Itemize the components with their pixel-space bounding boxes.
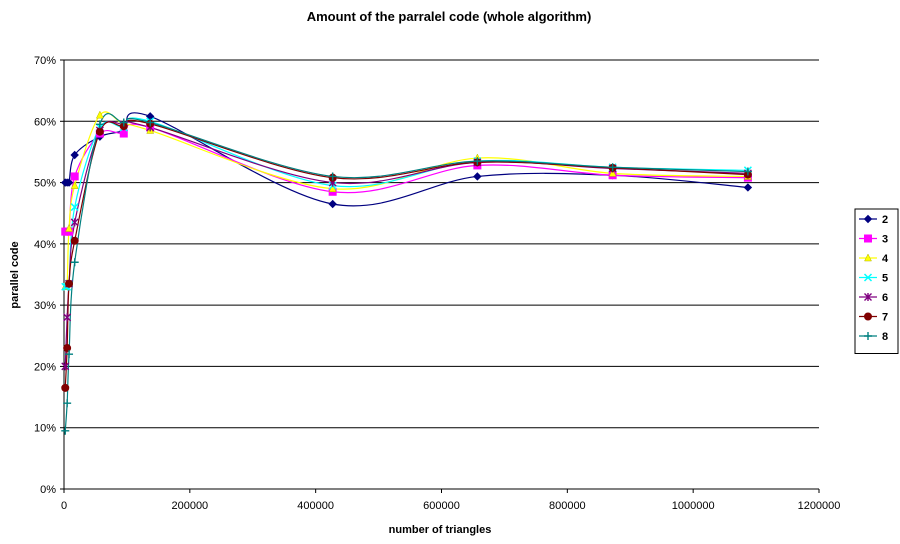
data-point-series-8 — [119, 118, 128, 127]
legend-marker-2 — [863, 214, 873, 224]
y-tick-label: 40% — [34, 239, 56, 251]
y-tick-label: 20% — [34, 361, 56, 373]
data-point-series-2 — [743, 183, 753, 192]
legend-box — [854, 208, 899, 354]
y-tick-label: 30% — [34, 300, 56, 312]
x-tick-label: 400000 — [297, 500, 334, 512]
data-point-series-3 — [119, 129, 128, 138]
y-tick-label: 70% — [34, 55, 56, 67]
grid — [60, 59, 819, 490]
x-tick-label: 200000 — [171, 500, 208, 512]
data-point-series-4 — [608, 168, 617, 177]
data-point-series-5 — [70, 203, 79, 212]
y-tick-label: 10% — [34, 423, 56, 435]
data-point-series-8 — [473, 157, 482, 166]
data-point-series-7 — [63, 344, 72, 353]
y-tick-labels: 0% 10% 20% 30% 40% 50% 60% 70% — [34, 55, 56, 496]
legend-marker-3 — [864, 234, 872, 243]
legend-label-5: 5 — [882, 273, 888, 285]
data-point-series-2 — [64, 178, 74, 187]
x-tick-label: 1000000 — [672, 500, 715, 512]
data-point-series-8 — [146, 118, 155, 127]
x-tick-label: 0 — [61, 500, 67, 512]
legend-label-4: 4 — [882, 253, 889, 265]
axes — [63, 60, 820, 493]
chart-title: Amount of the parralel code (whole algor… — [307, 9, 592, 24]
legend-marker-6 — [864, 293, 872, 301]
plot-background — [64, 60, 819, 489]
y-tick-label: 0% — [40, 484, 56, 496]
x-tick-label: 800000 — [549, 500, 586, 512]
data-point-series-6 — [63, 313, 72, 322]
data-point-series-4 — [70, 181, 79, 189]
data-point-series-8 — [70, 258, 79, 267]
data-point-series-7 — [70, 236, 79, 245]
data-point-series-4 — [65, 223, 73, 232]
data-point-series-4 — [95, 110, 104, 119]
plot-area — [64, 60, 819, 489]
legend-label-7: 7 — [882, 312, 888, 324]
legend-label-8: 8 — [882, 331, 888, 343]
series-markers — [61, 110, 753, 435]
data-point-series-2 — [70, 150, 79, 160]
legend-label-3: 3 — [882, 234, 888, 246]
legend: 2 3 4 5 6 7 8 — [854, 208, 899, 354]
data-point-series-8 — [95, 120, 104, 129]
x-tick-label: 600000 — [423, 500, 460, 512]
y-tick-label: 60% — [34, 116, 56, 128]
data-point-series-3 — [70, 172, 79, 181]
y-tick-label: 50% — [34, 178, 56, 190]
y-axis-title: parallel code — [9, 241, 21, 308]
legend-label-2: 2 — [882, 214, 888, 226]
legend-marker-4 — [864, 253, 872, 262]
data-point-series-6 — [70, 218, 79, 227]
data-point-series-7 — [61, 383, 70, 392]
data-point-series-8 — [65, 350, 74, 359]
legend-label-6: 6 — [882, 292, 888, 304]
data-point-series-2 — [328, 199, 337, 209]
data-point-series-7 — [65, 279, 74, 288]
x-axis-title: number of triangles — [389, 524, 492, 536]
data-point-series-6 — [61, 362, 70, 371]
legend-marker-7 — [864, 312, 872, 321]
legend-marker-5 — [863, 273, 873, 282]
legend-marker-8 — [864, 332, 872, 340]
data-point-series-7 — [95, 127, 104, 136]
data-point-series-8 — [63, 399, 72, 408]
x-tick-labels: 0 200000 400000 600000 800000 1000000 1200000 — [61, 500, 840, 512]
data-point-series-8 — [61, 426, 70, 435]
data-point-series-2 — [473, 172, 482, 181]
data-point-series-8 — [328, 172, 337, 181]
data-point-series-8 — [743, 167, 752, 176]
x-tick-label: 1200000 — [798, 500, 841, 512]
data-point-series-8 — [608, 163, 617, 172]
